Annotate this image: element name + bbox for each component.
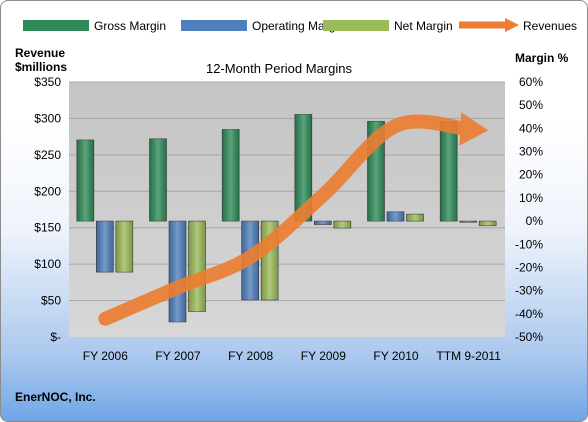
right-tick-label: -30% (515, 284, 543, 298)
right-tick-label: 30% (519, 145, 543, 159)
gross-margin-bar-shade (149, 138, 167, 222)
right-tick-label: -50% (515, 330, 543, 344)
left-axis-title-line2: $millions (15, 60, 67, 74)
net-margin-bar-shade (333, 221, 351, 229)
operating-margin-bar-shade (387, 211, 404, 222)
net-margin-bar-shade (115, 221, 133, 273)
left-tick-label: $150 (34, 221, 61, 235)
left-tick-label: $- (50, 330, 61, 344)
net-margin-bar-shade (406, 214, 424, 222)
operating-margin-bar-shade (96, 221, 114, 273)
right-axis-title: Margin % (515, 51, 569, 65)
legend-swatch-gross-margin (23, 20, 89, 31)
right-tick-label: 0% (526, 214, 544, 228)
x-tick-label: TTM 9-2011 (436, 349, 501, 363)
legend-label-gross-margin: Gross Margin (94, 19, 166, 33)
chart-title: 12-Month Period Margins (206, 61, 352, 76)
legend-label-revenues: Revenues (523, 19, 577, 33)
x-axis-ticks: FY 2006 FY 2007 FY 2008 FY 2009 FY 2010 TTM 9… (83, 349, 501, 363)
x-tick-label: FY 2006 (83, 349, 128, 363)
net-margin-bar-shade (188, 221, 206, 312)
x-tick-label: FY 2007 (155, 349, 200, 363)
left-tick-label: $100 (34, 257, 61, 271)
x-tick-label: FY 2008 (228, 349, 273, 363)
legend-arrow-revenues (505, 18, 519, 32)
legend-label-operating-margin: Operating Margin (252, 19, 345, 33)
left-tick-label: $200 (34, 184, 61, 198)
operating-margin-bar-shade (169, 221, 186, 322)
left-tick-label: $50 (41, 294, 61, 308)
left-tick-label: $300 (34, 111, 61, 125)
right-tick-label: 20% (519, 168, 543, 182)
right-tick-label: 10% (519, 191, 543, 205)
gross-margin-bar-shade (294, 114, 312, 222)
right-tick-label: -20% (515, 260, 543, 274)
right-axis-ticks: 60% 50% 40% 30% 20% 10% 0% -10% -20% -30% -40% -50% (515, 75, 543, 344)
x-tick-label: FY 2010 (373, 349, 418, 363)
legend-swatch-operating-margin (181, 20, 247, 31)
legend-swatch-net-margin (323, 20, 389, 31)
x-tick-label: FY 2009 (301, 349, 346, 363)
right-tick-label: 40% (519, 121, 543, 135)
gross-margin-bar-shade (440, 121, 458, 222)
legend: Gross Margin Operating Margin Net Margin… (23, 18, 577, 33)
right-tick-label: -40% (515, 307, 543, 321)
operating-margin-bar-shade (459, 221, 477, 223)
left-axis-title-line1: Revenue (15, 46, 65, 60)
gross-margin-bar-shade (76, 139, 94, 222)
right-tick-label: 60% (519, 75, 543, 89)
left-axis-ticks: $350 $300 $250 $200 $150 $100 $50 $- (34, 75, 61, 344)
net-margin-bar-shade (479, 221, 497, 226)
revenues-line (98, 112, 489, 326)
right-tick-label: 50% (519, 98, 543, 112)
company-name: EnerNOC, Inc. (15, 390, 96, 404)
left-tick-label: $250 (34, 148, 61, 162)
legend-label-net-margin: Net Margin (394, 19, 453, 33)
operating-margin-bar-shade (314, 221, 332, 225)
right-tick-label: -10% (515, 237, 543, 251)
left-tick-label: $350 (34, 75, 61, 89)
gross-margin-bar-shade (222, 129, 240, 222)
